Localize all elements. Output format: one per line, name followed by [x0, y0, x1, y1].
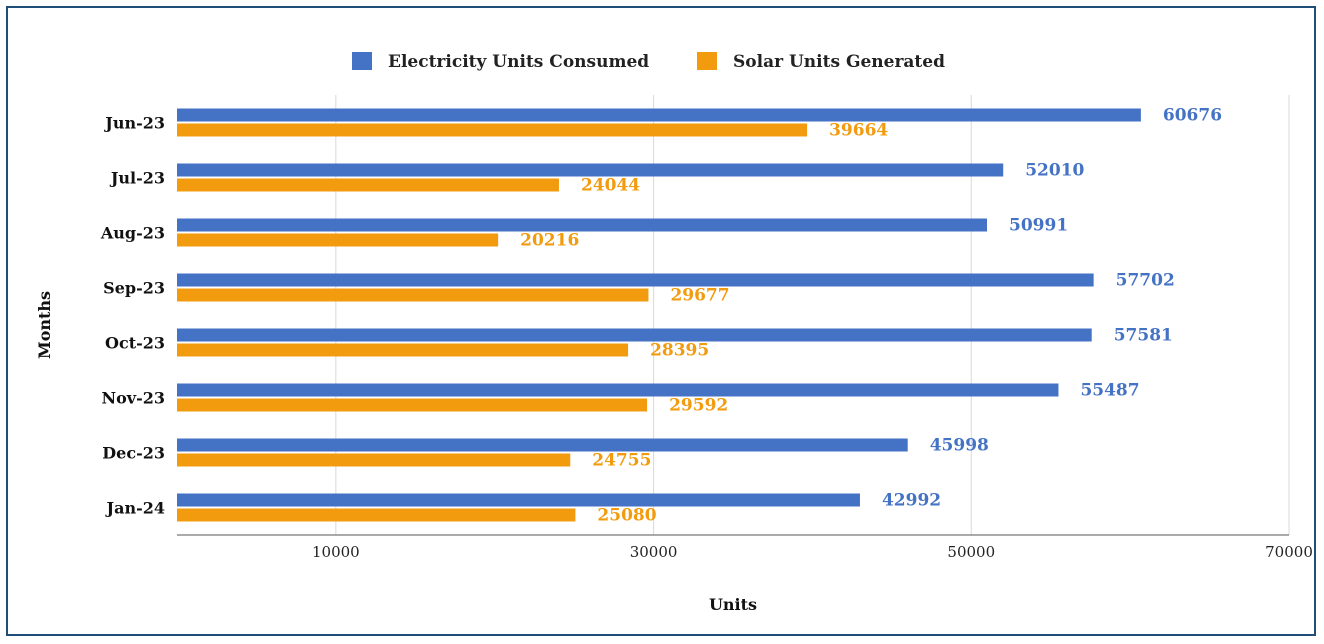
data-label: 25080 — [597, 506, 656, 526]
category-label: Jun-23 — [103, 114, 165, 133]
category-label: Oct-23 — [105, 334, 165, 353]
data-label: 57702 — [1116, 271, 1175, 291]
bar-electricity — [177, 219, 987, 232]
data-label: 20216 — [520, 231, 579, 251]
y-axis-title: Months — [35, 291, 54, 359]
bar-solar — [177, 124, 807, 137]
data-label: 39664 — [829, 121, 888, 141]
category-label: Aug-23 — [100, 224, 165, 243]
legend-swatch — [697, 52, 717, 70]
bar-electricity — [177, 439, 908, 452]
data-label: 24044 — [581, 176, 640, 196]
x-tick-label: 30000 — [630, 543, 678, 561]
x-tick-label: 70000 — [1265, 543, 1313, 561]
bar-solar — [177, 234, 498, 247]
bar-solar — [177, 454, 570, 467]
bar-solar — [177, 344, 628, 357]
bar-electricity — [177, 494, 860, 507]
category-label: Sep-23 — [103, 279, 165, 298]
x-tick-label: 50000 — [947, 543, 995, 561]
legend-label: Electricity Units Consumed — [388, 52, 649, 72]
category-labels: Jun-23 Jul-23 Aug-23 Sep-23 Oct-23 Nov-23 Dec-… — [100, 114, 165, 518]
x-axis-title: Units — [709, 595, 757, 614]
data-label: 57581 — [1114, 326, 1173, 346]
data-label: 29677 — [670, 286, 729, 306]
tick-labels: 10000 30000 50000 70000 — [312, 543, 1313, 561]
bar-solar — [177, 289, 648, 302]
x-tick-label: 10000 — [312, 543, 360, 561]
bar-solar — [177, 399, 647, 412]
data-label: 50991 — [1009, 216, 1068, 236]
bar-electricity — [177, 109, 1141, 122]
bar-electricity — [177, 274, 1094, 287]
data-label: 24755 — [592, 451, 651, 471]
bar-solar — [177, 509, 575, 522]
bars — [177, 109, 1141, 522]
legend-swatch — [352, 52, 372, 70]
legend: Electricity Units Consumed Solar Units Ge… — [352, 52, 945, 72]
bar-solar — [177, 179, 559, 192]
data-label: 45998 — [930, 436, 989, 456]
category-label: Dec-23 — [102, 444, 165, 463]
category-label: Jan-24 — [105, 499, 165, 518]
data-label: 60676 — [1163, 106, 1222, 126]
bar-electricity — [177, 329, 1092, 342]
legend-label: Solar Units Generated — [733, 52, 945, 72]
gridlines — [177, 95, 1289, 535]
data-label: 29592 — [669, 396, 728, 416]
data-label: 55487 — [1080, 381, 1139, 401]
data-label: 42992 — [882, 491, 941, 511]
category-label: Nov-23 — [102, 389, 166, 408]
bar-electricity — [177, 384, 1058, 397]
data-label: 52010 — [1025, 161, 1084, 181]
data-label: 28395 — [650, 341, 709, 361]
category-label: Jul-23 — [109, 169, 165, 188]
